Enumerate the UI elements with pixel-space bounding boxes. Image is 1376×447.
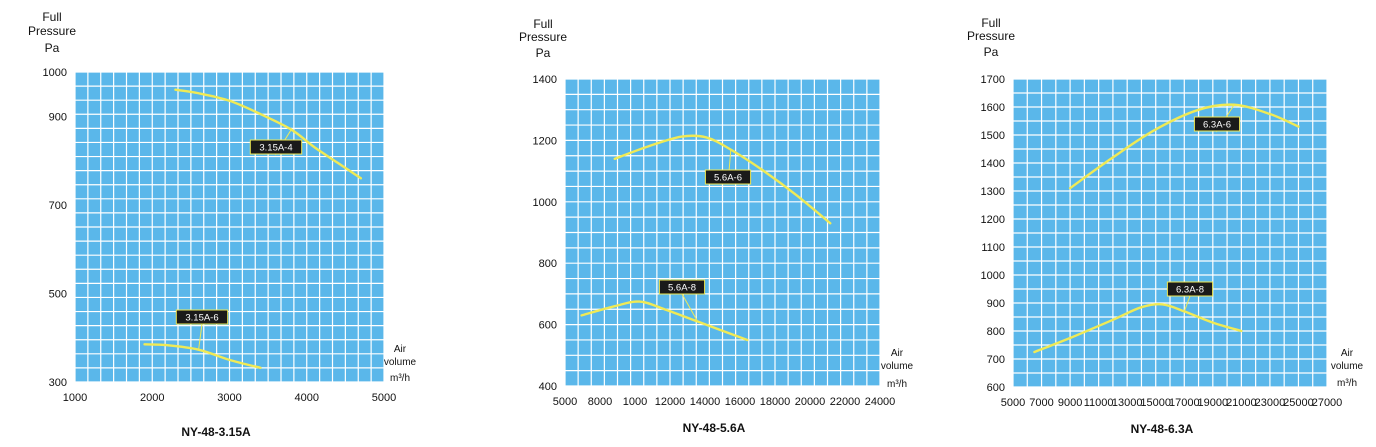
y-tick-label-2: 1100 — [981, 242, 1005, 254]
y-tick-label-1: 400 — [539, 381, 557, 393]
series-line-5.6A-6 — [613, 134, 832, 225]
x-tick-label-2: 23000 — [1255, 397, 1286, 409]
y-tick-label-0: 500 — [49, 288, 67, 300]
y-axis-title-0: Pressure — [28, 24, 76, 38]
x-tick-label-1: 8000 — [588, 396, 612, 408]
x-tick-label-2: 27000 — [1312, 397, 1343, 409]
y-tick-label-2: 900 — [987, 298, 1005, 310]
x-axis-title-1: volume — [881, 361, 914, 372]
series-tag-box-5.6A-8 — [658, 279, 706, 295]
x-tick-label-2: 11000 — [1084, 397, 1114, 409]
chart-caption-1: NY-48-5.6A — [683, 421, 746, 435]
y-tick-label-1: 800 — [539, 258, 557, 270]
y-tick-label-2: 1300 — [981, 186, 1005, 198]
x-tick-label-0: 2000 — [140, 392, 164, 404]
x-tick-label-1: 1000 — [623, 396, 647, 408]
y-tick-label-1: 1200 — [533, 135, 557, 147]
y-tick-label-0: 300 — [49, 377, 67, 389]
series-tag-label-5.6A-8: 5.6A-8 — [668, 283, 696, 294]
x-tick-label-1: 24000 — [865, 396, 896, 408]
x-axis-title-0: Air — [394, 344, 407, 355]
y-tick-label-1: 1400 — [533, 74, 557, 86]
x-tick-label-0: 4000 — [295, 392, 319, 404]
x-tick-label-2: 15000 — [1140, 397, 1171, 409]
y-tick-label-2: 600 — [987, 382, 1005, 394]
x-tick-label-2: 25000 — [1283, 397, 1314, 409]
y-tick-label-2: 1500 — [981, 130, 1005, 142]
series-tag-box-5.6A-6 — [704, 169, 752, 185]
x-tick-label-1: 5000 — [553, 396, 577, 408]
y-tick-label-2: 1000 — [981, 270, 1005, 282]
x-tick-label-1: 16000 — [725, 396, 756, 408]
x-axis-title-2: m³/h — [1337, 378, 1357, 389]
series-line-6.3A-8 — [1033, 302, 1243, 354]
y-axis-title-1: Full — [533, 17, 552, 31]
series-tag-box-6.3A-8 — [1166, 281, 1214, 297]
y-axis-title-2: Pa — [984, 45, 999, 59]
y-tick-label-2: 700 — [987, 354, 1005, 366]
chart-caption-2: NY-48-6.3A — [1131, 422, 1194, 436]
x-tick-label-0: 3000 — [217, 392, 241, 404]
x-tick-label-2: 9000 — [1058, 397, 1082, 409]
x-tick-label-1: 20000 — [795, 396, 826, 408]
y-axis-title-0: Pa — [45, 41, 60, 55]
y-tick-label-1: 1000 — [533, 197, 557, 209]
y-tick-label-2: 1400 — [981, 158, 1005, 170]
x-tick-label-0: 1000 — [63, 392, 87, 404]
x-tick-label-2: 19000 — [1198, 397, 1229, 409]
y-tick-label-2: 1600 — [981, 102, 1005, 114]
y-tick-label-1: 600 — [539, 320, 557, 332]
x-tick-label-2: 21000 — [1226, 397, 1257, 409]
x-axis-title-1: Air — [891, 348, 904, 359]
y-tick-label-2: 1200 — [981, 214, 1005, 226]
y-axis-title-1: Pressure — [519, 30, 567, 44]
series-tag-label-5.6A-6: 5.6A-6 — [714, 173, 742, 184]
x-tick-label-0: 5000 — [372, 392, 396, 404]
series-tag-label-6.3A-8: 6.3A-8 — [1176, 285, 1204, 296]
series-tag-label-3.15A-6: 3.15A-6 — [185, 313, 218, 324]
y-tick-label-0: 900 — [49, 111, 67, 123]
series-line-6.3A-6 — [1068, 103, 1300, 190]
x-tick-label-1: 14000 — [690, 396, 721, 408]
series-tag-box-3.15A-4 — [249, 139, 303, 155]
x-axis-title-0: volume — [384, 357, 417, 368]
series-line-3.15A-4 — [174, 88, 363, 180]
x-axis-title-2: volume — [1331, 361, 1364, 372]
x-tick-label-1: 22000 — [830, 396, 861, 408]
y-tick-label-2: 1700 — [981, 74, 1005, 86]
x-tick-label-1: 12000 — [655, 396, 686, 408]
chart-caption-0: NY-48-3.15A — [181, 425, 251, 439]
x-axis-title-1: m³/h — [887, 379, 907, 390]
x-tick-label-2: 17000 — [1169, 397, 1200, 409]
series-tag-box-6.3A-6 — [1193, 116, 1241, 132]
y-axis-title-2: Full — [981, 16, 1000, 30]
y-tick-label-0: 1000 — [43, 67, 67, 79]
x-axis-title-0: m³/h — [390, 373, 410, 384]
x-tick-label-2: 13000 — [1112, 397, 1143, 409]
y-axis-title-0: Full — [42, 10, 61, 24]
series-tag-box-3.15A-6 — [175, 309, 229, 325]
series-tag-label-6.3A-6: 6.3A-6 — [1203, 120, 1231, 131]
y-tick-label-2: 800 — [987, 326, 1005, 338]
y-tick-label-0: 700 — [49, 200, 67, 212]
series-line-5.6A-8 — [580, 300, 749, 342]
series-tag-label-3.15A-4: 3.15A-4 — [259, 143, 292, 154]
x-tick-label-1: 18000 — [760, 396, 791, 408]
y-axis-title-1: Pa — [536, 46, 551, 60]
x-tick-label-2: 7000 — [1029, 397, 1053, 409]
x-axis-title-2: Air — [1341, 348, 1354, 359]
x-tick-label-2: 5000 — [1001, 397, 1025, 409]
y-axis-title-2: Pressure — [967, 29, 1015, 43]
